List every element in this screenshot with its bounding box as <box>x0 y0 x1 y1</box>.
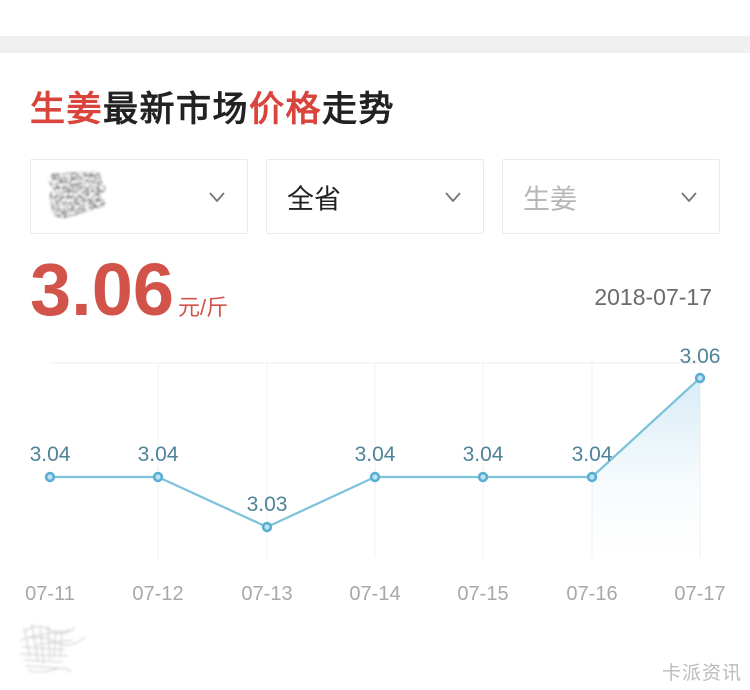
svg-text:07-11: 07-11 <box>25 583 75 605</box>
svg-text:3.03: 3.03 <box>247 493 288 516</box>
svg-text:07-16: 07-16 <box>566 583 617 605</box>
svg-text:3.06: 3.06 <box>680 345 721 368</box>
svg-text:3.04: 3.04 <box>355 443 396 466</box>
svg-text:07-15: 07-15 <box>457 583 508 605</box>
svg-text:3.04: 3.04 <box>30 443 71 466</box>
svg-text:3.04: 3.04 <box>463 443 504 466</box>
svg-text:07-14: 07-14 <box>349 583 400 605</box>
svg-text:07-13: 07-13 <box>241 583 292 605</box>
svg-text:3.04: 3.04 <box>572 443 613 466</box>
svg-text:07-12: 07-12 <box>132 583 183 605</box>
svg-text:07-17: 07-17 <box>674 583 725 605</box>
svg-text:3.04: 3.04 <box>138 443 179 466</box>
